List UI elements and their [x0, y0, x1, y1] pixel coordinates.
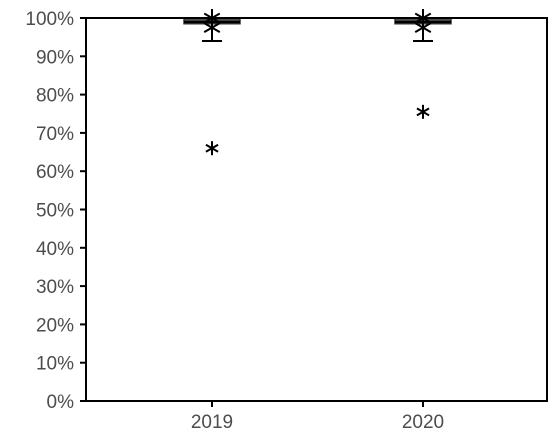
- y-tick-label: 80%: [36, 86, 74, 107]
- y-tick-label: 70%: [36, 124, 74, 145]
- y-tick-label: 40%: [36, 239, 74, 260]
- plot-border: [85, 17, 548, 402]
- x-tick-label: 2020: [402, 412, 444, 433]
- y-tick-label: 50%: [36, 201, 74, 222]
- outlier-star: [416, 104, 430, 119]
- outlier-star: [205, 141, 219, 156]
- y-tick-label: 30%: [36, 277, 74, 298]
- y-tick-label: 90%: [36, 47, 74, 68]
- box-2020: [394, 9, 452, 119]
- y-tick-label: 10%: [36, 354, 74, 375]
- y-tick-label: 100%: [25, 9, 74, 30]
- y-tick-label: 20%: [36, 315, 74, 336]
- mean-star: [414, 18, 432, 37]
- y-axis-ticks: 0% 10% 20% 30% 40% 50% 60% 70% 80% 90% 100%: [25, 9, 86, 413]
- box-2019: [183, 9, 241, 156]
- x-tick-label: 2019: [191, 412, 233, 433]
- mean-star: [203, 18, 221, 37]
- box-series: [183, 9, 452, 156]
- y-tick-label: 60%: [36, 162, 74, 183]
- x-axis-ticks: 2019 2020: [191, 401, 444, 433]
- y-tick-label: 0%: [47, 392, 75, 413]
